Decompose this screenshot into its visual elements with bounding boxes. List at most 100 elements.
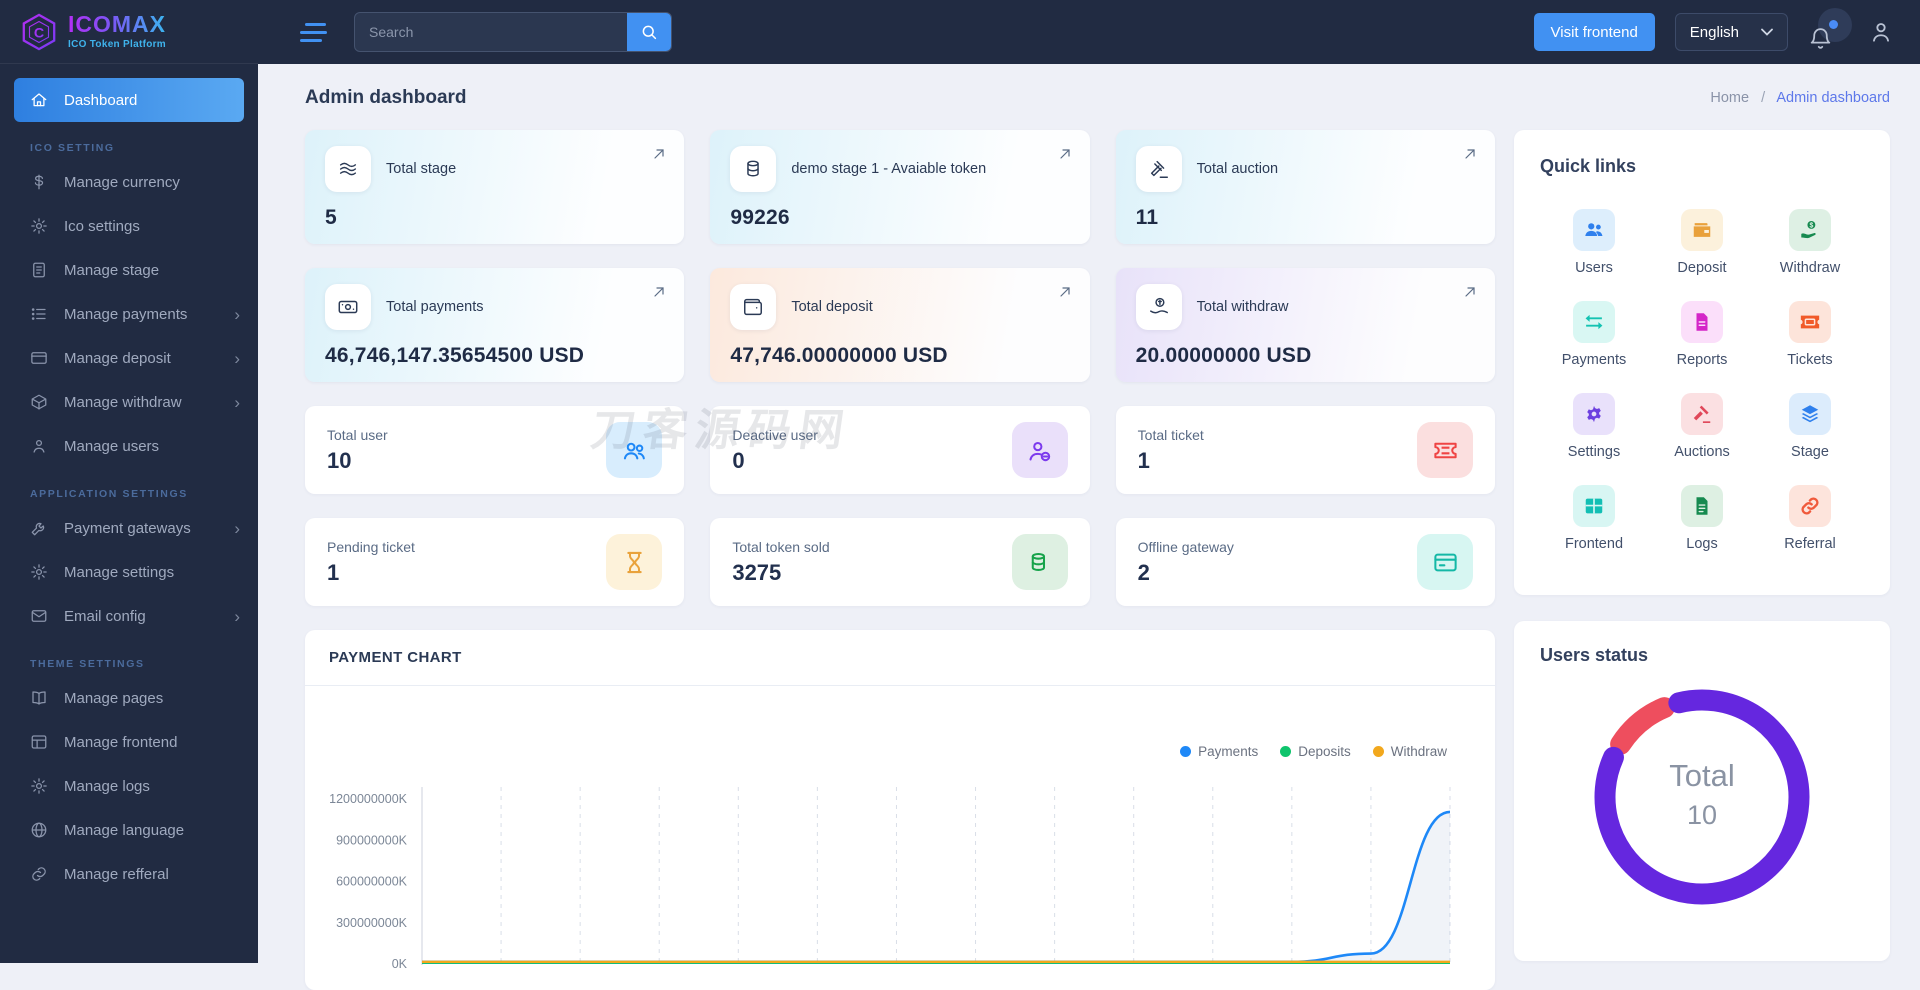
- stat-card-total-withdraw[interactable]: Total withdraw 20.00000000 USD: [1116, 268, 1495, 382]
- sidebar-item-manage-pages[interactable]: Manage pages: [0, 676, 258, 720]
- stat-value: 1: [1138, 448, 1204, 474]
- quick-link-withdraw[interactable]: $ Withdraw: [1756, 209, 1864, 276]
- stat-value: 46,746,147.35654500 USD: [325, 344, 584, 368]
- stat-card-offline-gateway[interactable]: Offline gateway 2: [1116, 518, 1495, 606]
- arrow-up-right-icon[interactable]: [651, 146, 667, 167]
- stat-card-total-stage[interactable]: Total stage 5: [305, 130, 684, 244]
- section-label-ico-setting: ICO SETTING: [30, 142, 258, 154]
- credit-card-icon: [30, 349, 48, 367]
- stat-card-total-auction[interactable]: Total auction 11: [1116, 130, 1495, 244]
- quick-link-referral[interactable]: Referral: [1756, 485, 1864, 552]
- brand-logo-icon: C: [20, 13, 58, 51]
- arrow-up-right-icon[interactable]: [1057, 146, 1073, 167]
- sidebar-item-manage-stage[interactable]: Manage stage: [0, 248, 258, 292]
- legend-withdraw[interactable]: Withdraw: [1373, 744, 1447, 759]
- breadcrumb-current[interactable]: Admin dashboard: [1776, 90, 1890, 106]
- quick-link-users[interactable]: Users: [1540, 209, 1648, 276]
- stat-value: 1: [327, 560, 415, 586]
- mail-icon: [30, 607, 48, 625]
- sidebar-item-manage-currency[interactable]: Manage currency: [0, 160, 258, 204]
- chevron-right-icon: ›: [234, 608, 240, 625]
- sidebar-item-manage-refferal[interactable]: Manage refferal: [0, 852, 258, 896]
- stat-card-pending-ticket[interactable]: Pending ticket 1: [305, 518, 684, 606]
- ticket-icon: [1417, 422, 1473, 478]
- layers-icon: [325, 146, 371, 192]
- quick-link-auctions[interactable]: Auctions: [1648, 393, 1756, 460]
- brand[interactable]: C ICOMAX ICO Token Platform: [0, 0, 258, 64]
- arrow-up-right-icon[interactable]: [651, 284, 667, 305]
- quick-link-payments[interactable]: Payments: [1540, 301, 1648, 368]
- main-content: Admin dashboard Home / Admin dashboard T…: [258, 64, 1920, 963]
- coins-icon: [1012, 534, 1068, 590]
- stat-card-total-deposit[interactable]: Total deposit 47,746.00000000 USD: [710, 268, 1089, 382]
- sidebar-item-payment-gateways[interactable]: Payment gateways ›: [0, 506, 258, 550]
- payment-chart-title: PAYMENT CHART: [305, 630, 1495, 686]
- chevron-right-icon: ›: [234, 350, 240, 367]
- brand-tagline: ICO Token Platform: [68, 39, 166, 50]
- stat-title: Deactive user: [732, 427, 818, 443]
- search-button[interactable]: [627, 13, 671, 51]
- stat-value: 47,746.00000000 USD: [730, 344, 947, 368]
- sidebar-item-manage-language[interactable]: Manage language: [0, 808, 258, 852]
- sidebar-item-label: Manage currency: [64, 174, 180, 191]
- sidebar-item-manage-logs[interactable]: Manage logs: [0, 764, 258, 808]
- breadcrumb: Home / Admin dashboard: [1710, 90, 1890, 106]
- sidebar-item-manage-deposit[interactable]: Manage deposit ›: [0, 336, 258, 380]
- stat-card-available-token[interactable]: demo stage 1 - Avaiable token 99226: [710, 130, 1089, 244]
- sidebar: C ICOMAX ICO Token Platform Dashboard IC…: [0, 0, 258, 963]
- quick-link-settings[interactable]: Settings: [1540, 393, 1648, 460]
- user-icon: [30, 437, 48, 455]
- notifications-button[interactable]: [1808, 12, 1848, 52]
- sidebar-item-ico-settings[interactable]: Ico settings: [0, 204, 258, 248]
- visit-frontend-button[interactable]: Visit frontend: [1534, 13, 1655, 51]
- language-select[interactable]: English: [1675, 13, 1788, 51]
- search-icon: [640, 23, 658, 41]
- payment-line-chart: 0K300000000K600000000K900000000K12000000…: [305, 686, 1495, 986]
- sidebar-item-manage-frontend[interactable]: Manage frontend: [0, 720, 258, 764]
- stat-card-total-user[interactable]: Total user 10: [305, 406, 684, 494]
- quick-link-tickets[interactable]: Tickets: [1756, 301, 1864, 368]
- stat-card-total-token-sold[interactable]: Total token sold 3275: [710, 518, 1089, 606]
- dollar-icon: [30, 173, 48, 191]
- search-input[interactable]: [355, 13, 627, 51]
- stat-card-deactive-user[interactable]: Deactive user 0: [710, 406, 1089, 494]
- payment-chart-panel: PAYMENT CHART Payments Deposits Withdraw…: [305, 630, 1495, 990]
- page-title: Admin dashboard: [305, 87, 467, 109]
- quick-link-frontend[interactable]: Frontend: [1540, 485, 1648, 552]
- arrow-up-right-icon[interactable]: [1462, 284, 1478, 305]
- stat-card-total-ticket[interactable]: Total ticket 1: [1116, 406, 1495, 494]
- legend-dot-deposits: [1280, 746, 1291, 757]
- arrow-up-right-icon[interactable]: [1462, 146, 1478, 167]
- stat-card-total-payments[interactable]: Total payments 46,746,147.35654500 USD: [305, 268, 684, 382]
- sidebar-item-manage-withdraw[interactable]: Manage withdraw ›: [0, 380, 258, 424]
- quick-links-title: Quick links: [1540, 156, 1864, 177]
- sidebar-item-dashboard[interactable]: Dashboard: [14, 78, 244, 122]
- hourglass-icon: [606, 534, 662, 590]
- sidebar-item-email-config[interactable]: Email config ›: [0, 594, 258, 638]
- menu-toggle-icon[interactable]: [300, 23, 328, 42]
- sidebar-nav: Dashboard ICO SETTING Manage currency Ic…: [0, 64, 258, 896]
- quick-link-stage[interactable]: Stage: [1756, 393, 1864, 460]
- sidebar-item-manage-users[interactable]: Manage users: [0, 424, 258, 468]
- wallet-icon: [730, 284, 776, 330]
- layout-icon: [30, 733, 48, 751]
- legend-deposits[interactable]: Deposits: [1280, 744, 1351, 759]
- grid-icon: [1573, 485, 1615, 527]
- globe-icon: [30, 821, 48, 839]
- legend-payments[interactable]: Payments: [1180, 744, 1258, 759]
- wrench-icon: [30, 519, 48, 537]
- gavel-icon: [1681, 393, 1723, 435]
- users-icon: [1573, 209, 1615, 251]
- stat-title: Total auction: [1197, 161, 1278, 177]
- quick-link-deposit[interactable]: Deposit: [1648, 209, 1756, 276]
- account-button[interactable]: [1868, 19, 1894, 45]
- sidebar-item-manage-payments[interactable]: Manage payments ›: [0, 292, 258, 336]
- quick-link-reports[interactable]: Reports: [1648, 301, 1756, 368]
- gear-icon: [30, 217, 48, 235]
- search-box: [354, 12, 672, 52]
- breadcrumb-home[interactable]: Home: [1710, 90, 1749, 106]
- gear-icon: [30, 777, 48, 795]
- arrow-up-right-icon[interactable]: [1057, 284, 1073, 305]
- quick-link-logs[interactable]: Logs: [1648, 485, 1756, 552]
- sidebar-item-manage-settings[interactable]: Manage settings: [0, 550, 258, 594]
